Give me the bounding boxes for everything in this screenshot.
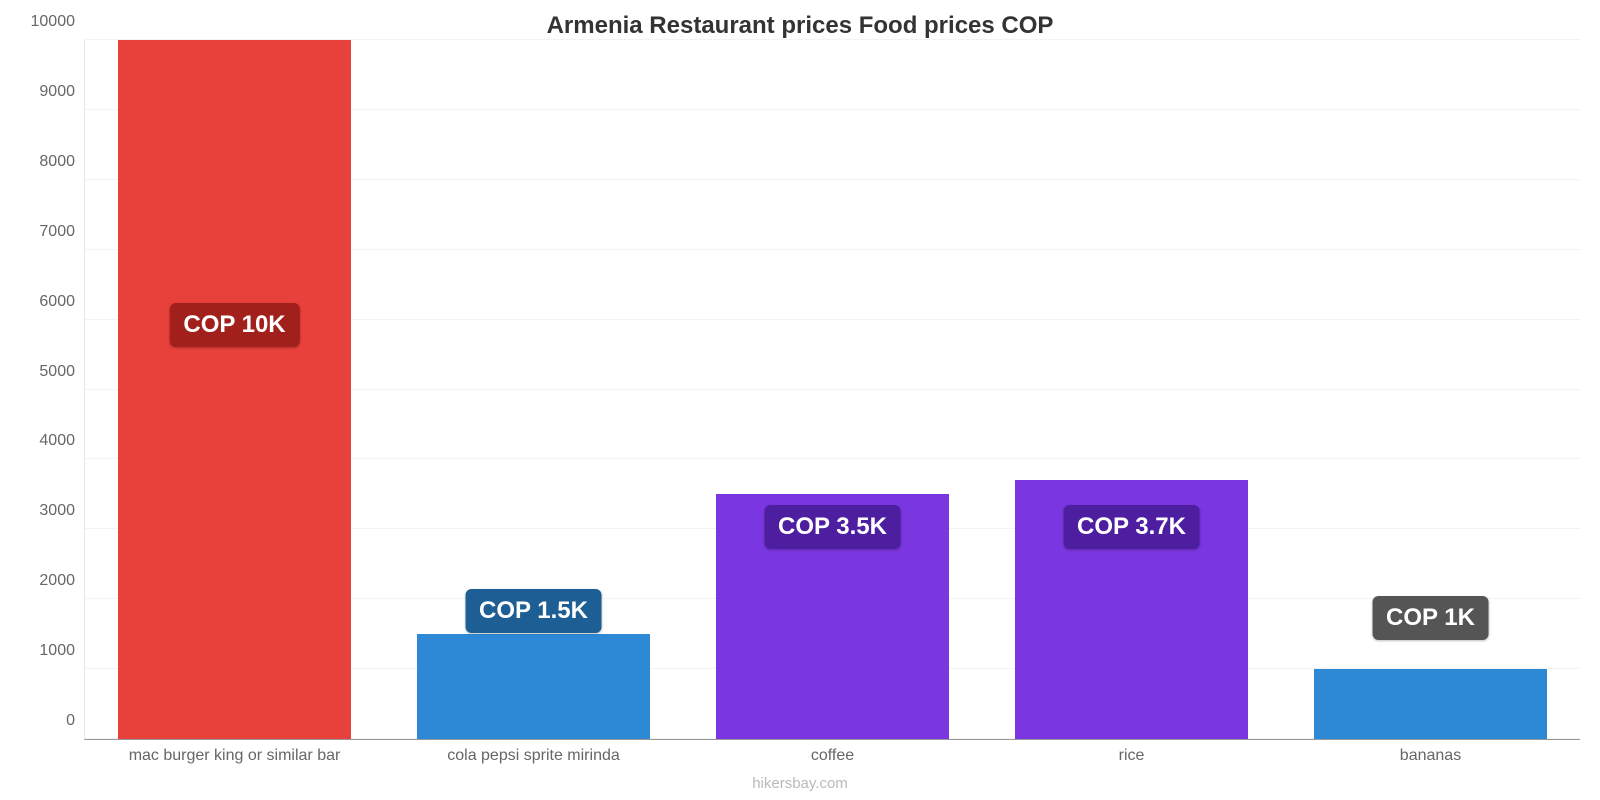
y-tick-label: 2000 [39, 572, 85, 590]
bar-chart: Armenia Restaurant prices Food prices CO… [0, 0, 1600, 800]
value-badge: COP 3.7K [1063, 505, 1200, 549]
y-tick-label: 5000 [39, 363, 85, 381]
value-badge: COP 1K [1372, 596, 1489, 640]
value-badge: COP 1.5K [465, 589, 602, 633]
bar [1314, 669, 1547, 739]
y-tick-label: 3000 [39, 502, 85, 520]
x-tick-label: rice [1119, 739, 1145, 765]
bar-slot: COP 1.5Kcola pepsi sprite mirinda [384, 40, 683, 739]
y-tick-label: 9000 [39, 83, 85, 101]
bar-slot: COP 1Kbananas [1281, 40, 1580, 739]
bar [118, 40, 351, 739]
credit-text: hikersbay.com [0, 775, 1600, 792]
value-badge: COP 3.5K [764, 505, 901, 549]
bar-slot: COP 3.5Kcoffee [683, 40, 982, 739]
x-tick-label: bananas [1400, 739, 1461, 765]
bar-slot: COP 3.7Krice [982, 40, 1281, 739]
value-badge: COP 10K [169, 303, 299, 347]
x-tick-label: coffee [811, 739, 854, 765]
y-tick-label: 8000 [39, 153, 85, 171]
y-tick-label: 7000 [39, 223, 85, 241]
x-tick-label: mac burger king or similar bar [129, 739, 341, 765]
bar [417, 634, 650, 739]
y-tick-label: 4000 [39, 432, 85, 450]
y-tick-label: 0 [66, 712, 85, 730]
y-tick-label: 10000 [31, 13, 86, 31]
y-tick-label: 1000 [39, 642, 85, 660]
x-tick-label: cola pepsi sprite mirinda [447, 739, 620, 765]
y-tick-label: 6000 [39, 293, 85, 311]
plot-area: COP 10Kmac burger king or similar barCOP… [84, 40, 1580, 740]
chart-title: Armenia Restaurant prices Food prices CO… [0, 12, 1600, 40]
bar-slot: COP 10Kmac burger king or similar bar [85, 40, 384, 739]
